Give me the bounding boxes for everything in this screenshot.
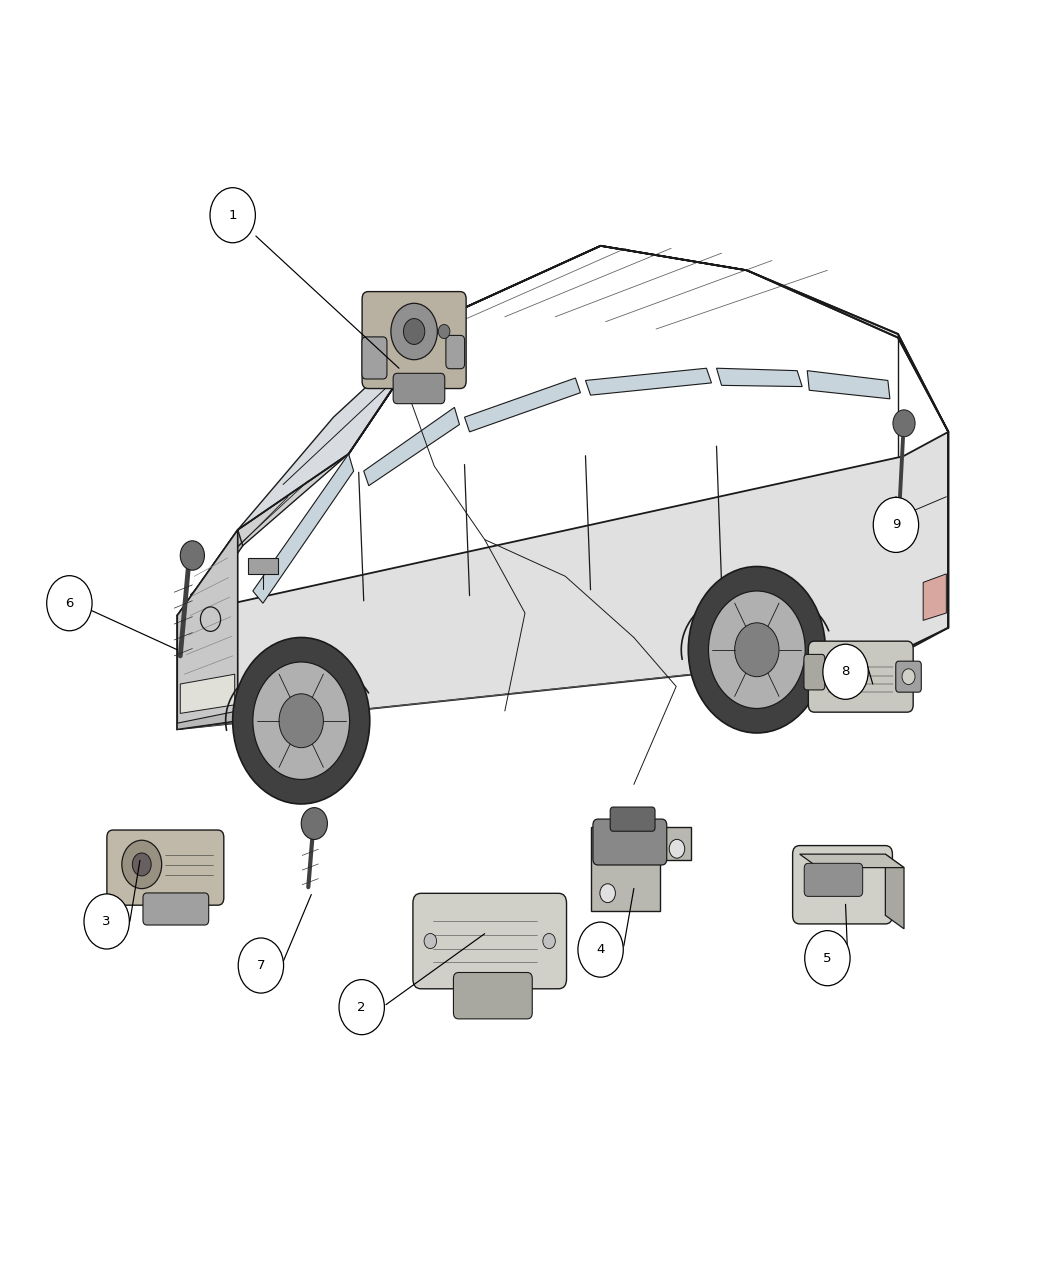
FancyBboxPatch shape bbox=[107, 830, 224, 905]
FancyBboxPatch shape bbox=[362, 292, 466, 389]
Polygon shape bbox=[586, 368, 712, 395]
Circle shape bbox=[892, 409, 916, 437]
Text: 1: 1 bbox=[229, 209, 237, 222]
Circle shape bbox=[709, 592, 805, 709]
Polygon shape bbox=[177, 711, 237, 729]
Circle shape bbox=[403, 319, 425, 344]
Circle shape bbox=[689, 566, 825, 733]
Circle shape bbox=[391, 303, 438, 360]
Polygon shape bbox=[885, 854, 904, 928]
Circle shape bbox=[874, 497, 919, 552]
Polygon shape bbox=[181, 674, 235, 714]
Polygon shape bbox=[177, 530, 243, 627]
Circle shape bbox=[301, 807, 328, 839]
Circle shape bbox=[181, 541, 205, 570]
Circle shape bbox=[669, 839, 685, 858]
Polygon shape bbox=[253, 454, 354, 603]
FancyBboxPatch shape bbox=[454, 973, 532, 1019]
Circle shape bbox=[46, 576, 92, 631]
Circle shape bbox=[233, 638, 370, 805]
Polygon shape bbox=[464, 377, 581, 432]
Text: 4: 4 bbox=[596, 944, 605, 956]
Text: 2: 2 bbox=[357, 1001, 366, 1014]
FancyBboxPatch shape bbox=[808, 641, 914, 713]
Circle shape bbox=[210, 187, 255, 242]
Text: 6: 6 bbox=[65, 597, 74, 609]
Circle shape bbox=[238, 938, 284, 993]
Polygon shape bbox=[349, 246, 948, 454]
Polygon shape bbox=[800, 854, 904, 867]
FancyBboxPatch shape bbox=[593, 819, 667, 864]
Text: 7: 7 bbox=[256, 959, 266, 972]
FancyBboxPatch shape bbox=[143, 892, 209, 926]
Circle shape bbox=[84, 894, 129, 949]
Polygon shape bbox=[237, 319, 439, 530]
Polygon shape bbox=[716, 368, 802, 386]
Text: 3: 3 bbox=[103, 915, 111, 928]
Circle shape bbox=[438, 324, 449, 339]
FancyBboxPatch shape bbox=[610, 807, 655, 831]
Text: 9: 9 bbox=[891, 519, 900, 532]
FancyBboxPatch shape bbox=[393, 374, 445, 404]
Circle shape bbox=[122, 840, 162, 889]
FancyBboxPatch shape bbox=[446, 335, 464, 368]
Polygon shape bbox=[363, 408, 460, 486]
Polygon shape bbox=[923, 574, 946, 621]
Text: 8: 8 bbox=[841, 666, 849, 678]
Polygon shape bbox=[177, 454, 349, 616]
FancyBboxPatch shape bbox=[793, 845, 892, 924]
Circle shape bbox=[279, 694, 323, 747]
Circle shape bbox=[804, 931, 851, 986]
Circle shape bbox=[578, 922, 624, 977]
FancyBboxPatch shape bbox=[413, 894, 567, 989]
Circle shape bbox=[132, 853, 151, 876]
Circle shape bbox=[424, 933, 437, 949]
Circle shape bbox=[823, 644, 868, 699]
Circle shape bbox=[339, 979, 384, 1035]
FancyBboxPatch shape bbox=[362, 337, 387, 379]
FancyBboxPatch shape bbox=[804, 654, 825, 690]
FancyBboxPatch shape bbox=[804, 863, 863, 896]
Circle shape bbox=[253, 662, 350, 779]
Circle shape bbox=[543, 933, 555, 949]
Polygon shape bbox=[591, 827, 691, 912]
Text: 5: 5 bbox=[823, 951, 832, 965]
Polygon shape bbox=[248, 558, 278, 574]
Circle shape bbox=[902, 669, 915, 685]
FancyBboxPatch shape bbox=[896, 662, 921, 692]
Circle shape bbox=[600, 884, 615, 903]
Polygon shape bbox=[807, 371, 890, 399]
Circle shape bbox=[735, 622, 779, 677]
Polygon shape bbox=[177, 530, 237, 729]
Polygon shape bbox=[177, 432, 948, 729]
